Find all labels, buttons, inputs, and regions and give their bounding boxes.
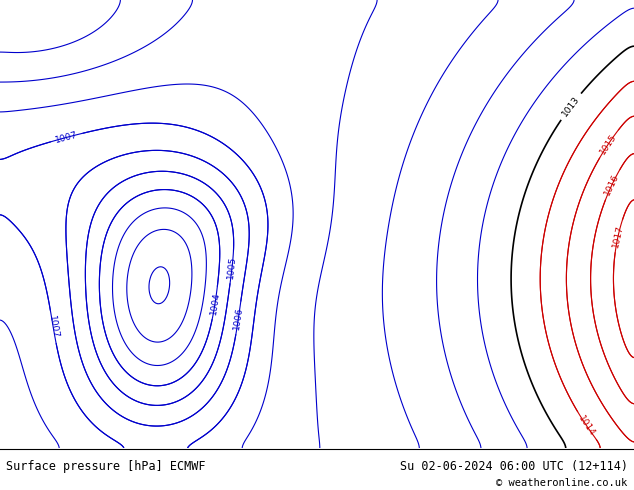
- Text: Su 02-06-2024 06:00 UTC (12+114): Su 02-06-2024 06:00 UTC (12+114): [399, 460, 628, 473]
- Text: 1013: 1013: [560, 95, 581, 119]
- Text: 1006: 1006: [232, 306, 245, 330]
- Text: © weatheronline.co.uk: © weatheronline.co.uk: [496, 478, 628, 488]
- Text: 1005: 1005: [226, 255, 238, 279]
- Text: 1014: 1014: [576, 414, 597, 438]
- Text: 1007: 1007: [55, 130, 79, 145]
- Text: 1016: 1016: [603, 172, 621, 197]
- Text: 1017: 1017: [611, 224, 625, 248]
- Text: 1007: 1007: [47, 315, 60, 339]
- Text: Surface pressure [hPa] ECMWF: Surface pressure [hPa] ECMWF: [6, 460, 206, 473]
- Text: 1015: 1015: [598, 132, 619, 156]
- Text: 1004: 1004: [209, 291, 221, 315]
